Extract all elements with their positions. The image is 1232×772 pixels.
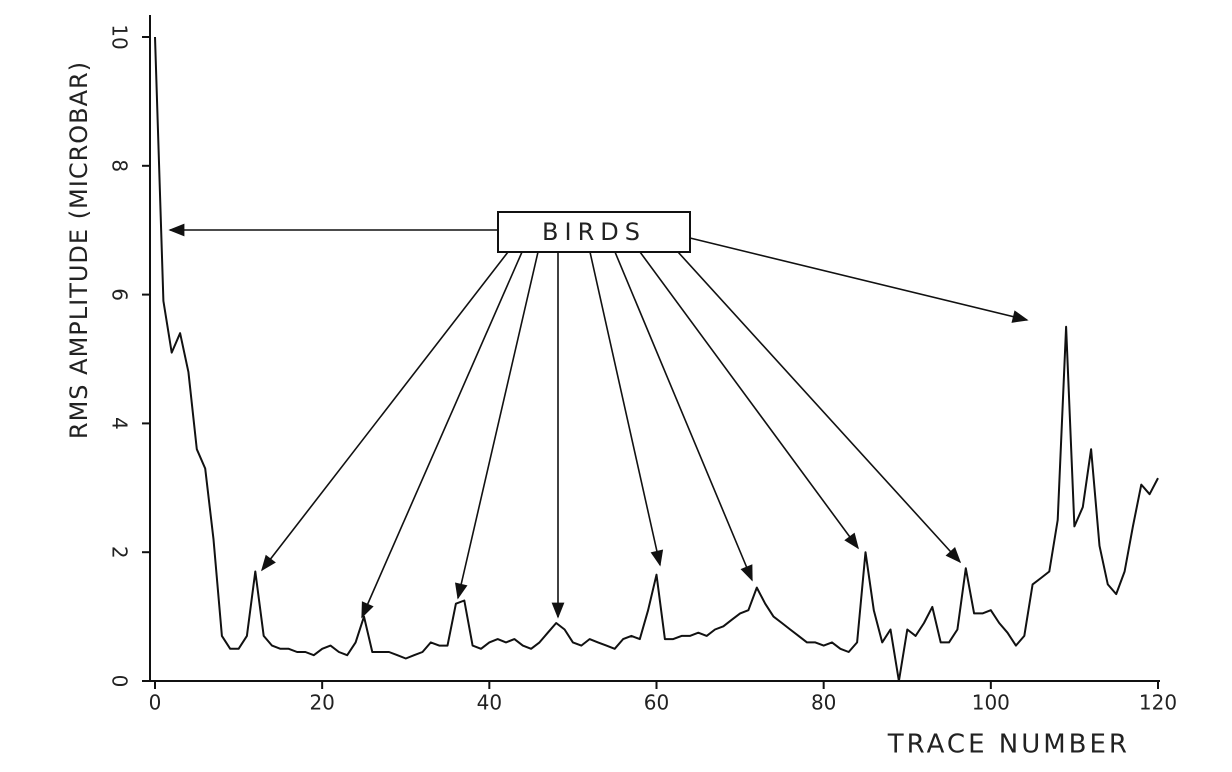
x-tick-label: 60 xyxy=(644,691,669,715)
y-tick-label: 4 xyxy=(108,417,132,430)
x-tick-label: 40 xyxy=(477,691,502,715)
y-tick-label: 6 xyxy=(108,288,132,301)
data-line xyxy=(154,36,1159,682)
arrows xyxy=(168,223,1029,619)
arrow xyxy=(639,251,859,550)
arrow xyxy=(261,251,509,572)
x-tick-label: 20 xyxy=(309,691,334,715)
arrow xyxy=(689,237,1029,323)
annotation: BIRDS xyxy=(542,218,646,246)
arrow xyxy=(589,251,664,567)
arrow xyxy=(455,251,539,600)
arrow xyxy=(614,251,753,582)
x-tick-label: 80 xyxy=(811,691,836,715)
annotation-box xyxy=(497,211,691,253)
x-tick-label: 120 xyxy=(1139,691,1177,715)
x-tick-label: 0 xyxy=(149,691,162,715)
y-tick-label: 8 xyxy=(108,159,132,172)
y-tick-label: 10 xyxy=(108,24,132,49)
y-axis-label: RMS AMPLITUDE (MICROBAR) xyxy=(65,61,93,439)
y-tick-label: 0 xyxy=(108,675,132,688)
arrow xyxy=(361,251,523,619)
x-axis-label: TRACE NUMBER xyxy=(887,730,1130,760)
arrow xyxy=(677,251,962,564)
y-tick-label: 2 xyxy=(108,546,132,559)
x-tick-label: 100 xyxy=(972,691,1010,715)
